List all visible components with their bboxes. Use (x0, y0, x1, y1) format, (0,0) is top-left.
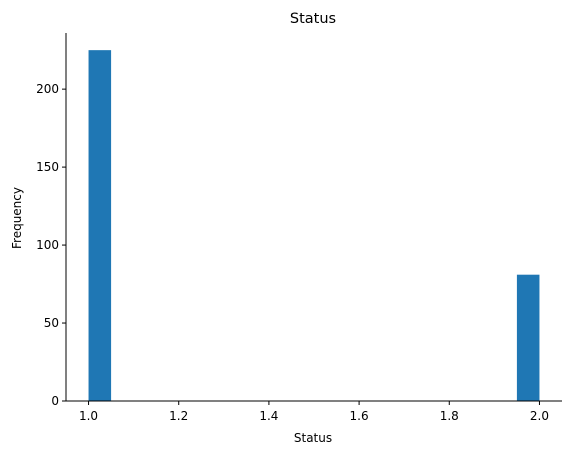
x-axis-label: Status (294, 431, 332, 445)
histogram-bar-1 (88, 50, 112, 402)
y-axis-label: Frequency (10, 187, 24, 249)
x-tick-label: 1.4 (259, 409, 278, 423)
x-tick-label: 1.2 (169, 409, 188, 423)
x-ticks-layer: 1.0 1.2 1.4 1.6 1.8 2.0 (79, 401, 549, 423)
x-tick-label: 1.8 (440, 409, 459, 423)
y-tick-label: 0 (51, 394, 59, 408)
x-tick-label: 1.0 (79, 409, 98, 423)
y-tick-label: 100 (36, 238, 59, 252)
bars-layer (88, 50, 540, 402)
histogram-bar-2 (516, 274, 540, 401)
y-tick-label: 50 (44, 316, 59, 330)
y-tick-label: 150 (36, 160, 59, 174)
x-tick-label: 1.6 (350, 409, 369, 423)
y-ticks-layer: 0 50 100 150 200 (36, 82, 66, 408)
x-tick-label: 2.0 (530, 409, 549, 423)
y-tick-label: 200 (36, 82, 59, 96)
chart-title: Status (290, 11, 336, 27)
